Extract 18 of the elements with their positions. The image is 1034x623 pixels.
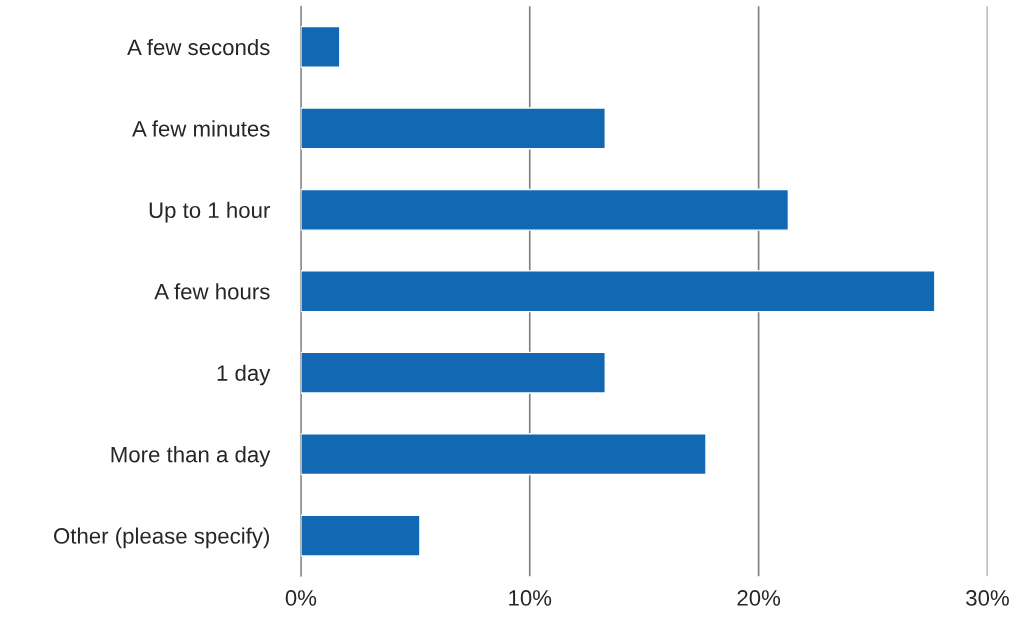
y-tick-label: Up to 1 hour [149, 201, 270, 223]
y-tick-label: Other (please specify) [54, 527, 269, 549]
x-tick-label: 0% [285, 590, 317, 606]
bar [300, 351, 606, 394]
y-tick-label: A few minutes [132, 120, 270, 137]
bar [300, 107, 606, 150]
y-tick-label: A few hours [154, 283, 270, 300]
y-tick-label: 1 day [217, 364, 271, 386]
x-tick-label: 10% [509, 590, 552, 606]
y-tick-label: A few seconds [127, 38, 270, 56]
bar [300, 25, 341, 69]
bar [300, 188, 790, 231]
y-tick-label: More than a day [111, 446, 271, 467]
x-tick-label: 20% [737, 590, 781, 606]
bar [300, 514, 421, 557]
x-tick-label: 30% [966, 590, 1009, 606]
bar [300, 270, 936, 313]
bar [300, 433, 707, 476]
